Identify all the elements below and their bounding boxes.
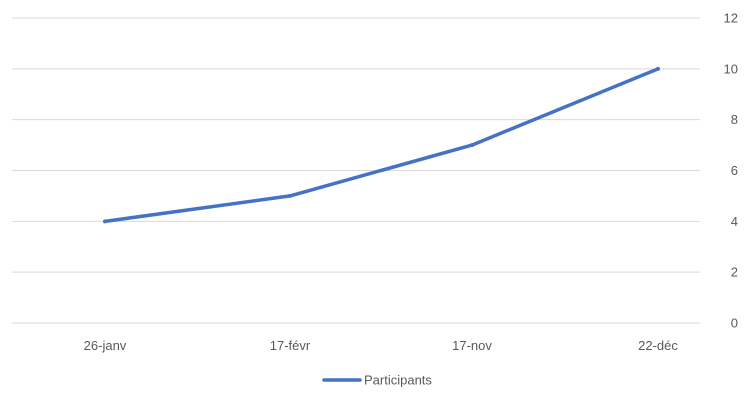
y-tick-label: 10 [724, 61, 738, 76]
data-point [656, 66, 660, 71]
data-point [103, 219, 107, 224]
legend-label-participants: Participants [364, 373, 432, 388]
x-tick-label: 26-janv [84, 338, 127, 353]
x-tick-label: 22-déc [638, 338, 678, 353]
y-axis-labels: 0 2 4 6 8 10 12 [724, 11, 738, 331]
y-tick-label: 8 [731, 112, 738, 127]
x-axis-labels: 26-janv 17-févr 17-nov 22-déc [84, 338, 679, 353]
y-tick-label: 0 [731, 316, 738, 331]
y-tick-label: 2 [731, 265, 738, 280]
data-point [288, 193, 292, 198]
data-point [470, 143, 474, 148]
x-tick-label: 17-févr [270, 338, 311, 353]
y-tick-label: 4 [731, 214, 738, 229]
y-tick-label: 12 [724, 11, 738, 26]
x-tick-label: 17-nov [452, 338, 492, 353]
series-layer [103, 66, 660, 224]
legend: Participants [322, 373, 432, 388]
gridlines [12, 17, 700, 324]
series-line-participants [103, 67, 660, 224]
y-tick-label: 6 [731, 163, 738, 178]
